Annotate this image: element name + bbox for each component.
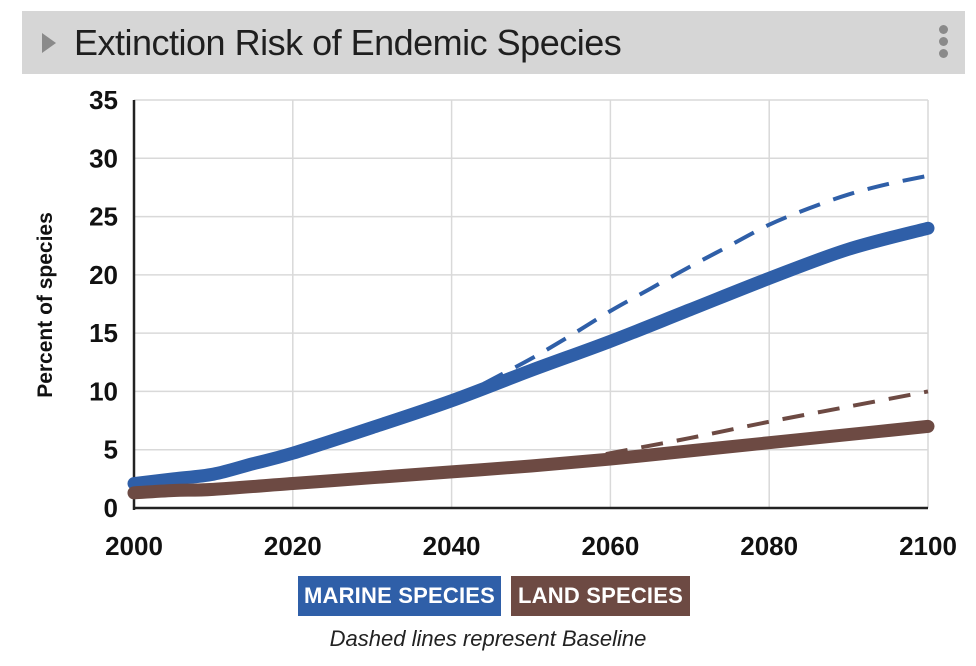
expand-triangle-icon[interactable] bbox=[42, 33, 56, 53]
more-options-icon[interactable] bbox=[937, 25, 949, 61]
menu-dot bbox=[938, 49, 948, 58]
x-tick-label: 2040 bbox=[423, 531, 481, 561]
y-tick-label: 0 bbox=[104, 493, 118, 523]
x-tick-label: 2060 bbox=[581, 531, 639, 561]
y-tick-label: 25 bbox=[89, 202, 118, 232]
legend-land-species[interactable]: LAND SPECIES bbox=[511, 576, 690, 616]
y-axis-title: Percent of species bbox=[34, 212, 57, 398]
y-tick-label: 30 bbox=[89, 143, 118, 173]
y-tick-label: 35 bbox=[89, 85, 118, 115]
series-line-marine-species-baseline[interactable] bbox=[450, 173, 929, 403]
x-tick-label: 2020 bbox=[264, 531, 322, 561]
gridlines bbox=[132, 99, 929, 510]
series-line-marine-species[interactable] bbox=[127, 221, 935, 491]
x-tick-label: 2080 bbox=[740, 531, 798, 561]
x-tick-label: 2000 bbox=[105, 531, 163, 561]
menu-dot bbox=[938, 25, 948, 34]
y-tick-label: 15 bbox=[89, 318, 118, 348]
y-axis-ticks: 0 5 10 15 20 25 30 35 bbox=[89, 85, 118, 523]
legend-marine-species[interactable]: MARINE SPECIES bbox=[298, 576, 501, 616]
series-line-land-species[interactable] bbox=[127, 419, 935, 500]
chart-title: Extinction Risk of Endemic Species bbox=[74, 22, 622, 63]
chart-header: Extinction Risk of Endemic Species bbox=[22, 11, 965, 74]
x-tick-label: 2100 bbox=[899, 531, 957, 561]
y-tick-label: 20 bbox=[89, 260, 118, 290]
x-axis-ticks: 2000 2020 2040 2060 2080 2100 bbox=[105, 531, 957, 561]
menu-dot bbox=[938, 37, 948, 46]
series-lines bbox=[127, 173, 935, 500]
baseline-note: Dashed lines represent Baseline bbox=[329, 626, 647, 651]
y-tick-label: 10 bbox=[89, 376, 118, 406]
y-tick-label: 5 bbox=[104, 435, 118, 465]
